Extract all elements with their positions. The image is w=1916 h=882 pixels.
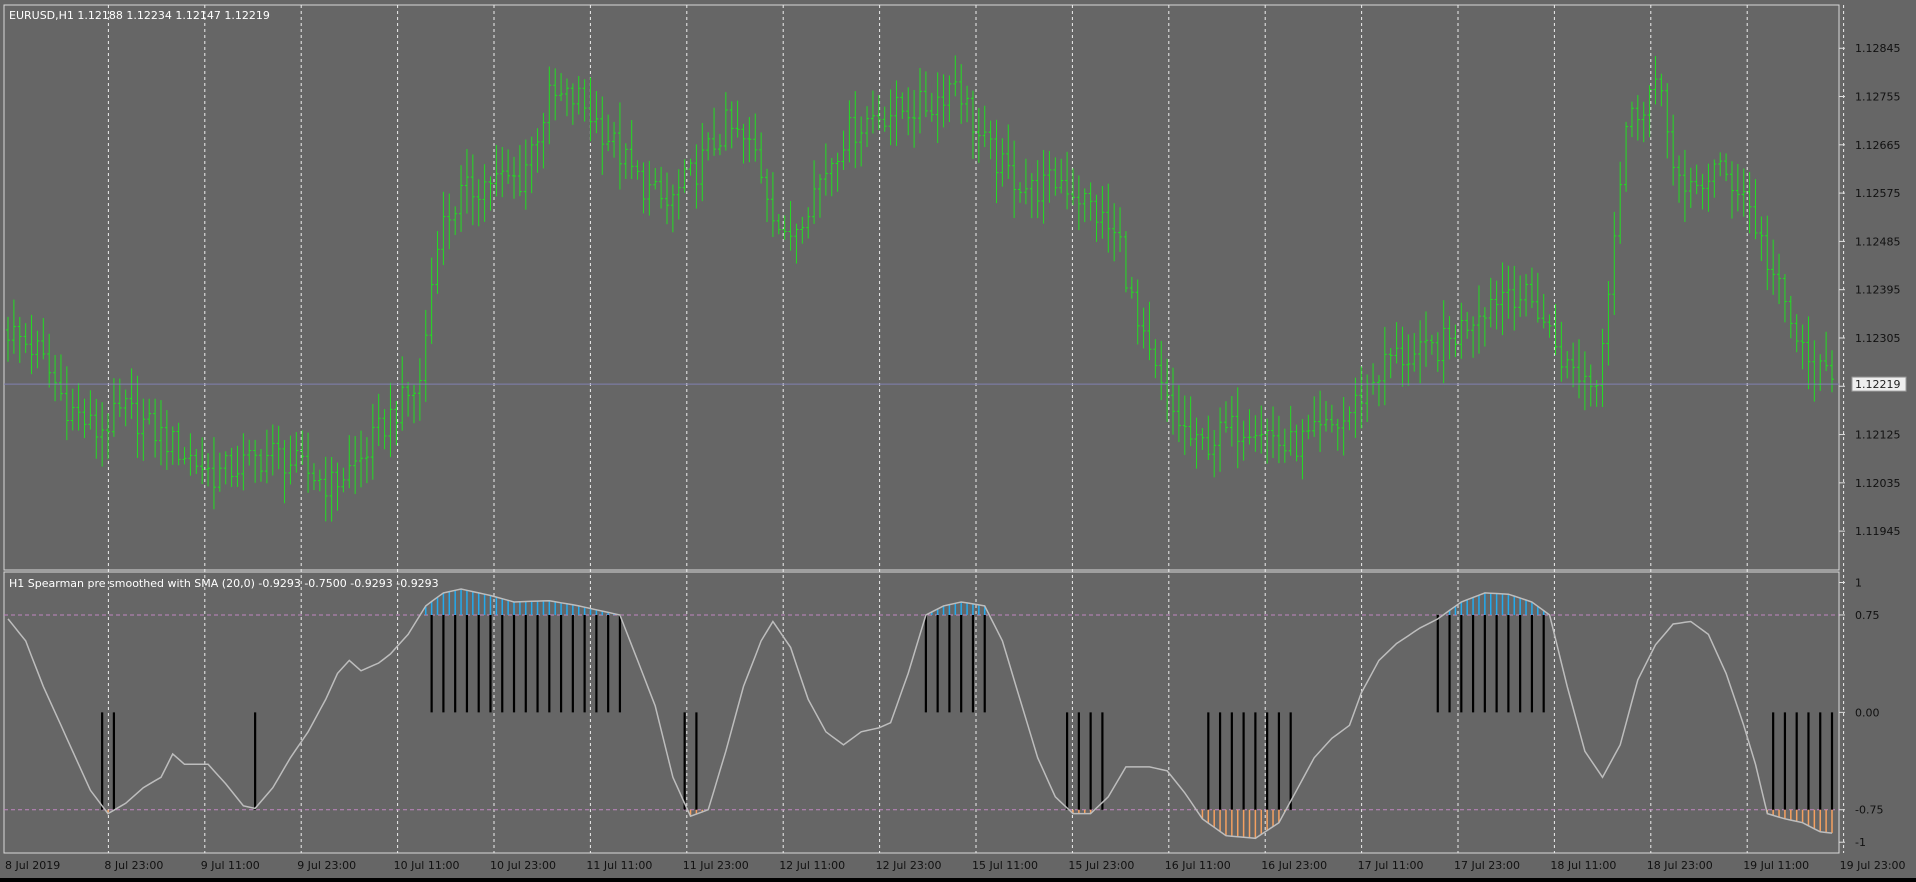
time-tick-label: 9 Jul 11:00 xyxy=(201,859,260,872)
time-tick-label: 10 Jul 23:00 xyxy=(490,859,556,872)
time-tick-label: 17 Jul 11:00 xyxy=(1358,859,1424,872)
time-tick-label: 15 Jul 11:00 xyxy=(972,859,1038,872)
time-tick-label: 11 Jul 11:00 xyxy=(586,859,652,872)
symbol-label: EURUSD,H1 1.12188 1.12234 1.12147 1.1221… xyxy=(9,9,270,22)
price-tick-label: 1.12485 xyxy=(1855,235,1901,248)
time-tick-label: 9 Jul 23:00 xyxy=(297,859,356,872)
price-tick-label: 1.12035 xyxy=(1855,477,1901,490)
time-tick-label: 11 Jul 23:00 xyxy=(683,859,749,872)
price-tick-label: 1.12845 xyxy=(1855,42,1901,55)
time-tick-label: 17 Jul 23:00 xyxy=(1454,859,1520,872)
spearman-line xyxy=(7,588,1833,840)
time-tick-label: 15 Jul 23:00 xyxy=(1068,859,1134,872)
time-axis: 8 Jul 2019 8 Jul 23:00 9 Jul 11:00 9 Jul 23… xyxy=(5,859,1906,872)
price-axis: 1.12845 1.12755 1.12665 1.12575 1.12485 1.123… xyxy=(1839,42,1901,538)
indicator-levels xyxy=(4,614,1839,811)
current-price-label: 1.12219 xyxy=(1855,378,1901,391)
time-tick-label: 19 Jul 11:00 xyxy=(1743,859,1809,872)
price-tick-label: 1.12755 xyxy=(1855,91,1901,104)
time-tick-label: 18 Jul 11:00 xyxy=(1550,859,1616,872)
indicator-tick-label: 1 xyxy=(1855,576,1862,589)
price-tick-label: 1.12575 xyxy=(1855,187,1901,200)
time-tick-label: 8 Jul 23:00 xyxy=(104,859,163,872)
indicator-tick-label: 0.75 xyxy=(1855,609,1880,622)
price-bars xyxy=(6,55,1834,522)
price-tick-label: 1.12305 xyxy=(1855,332,1901,345)
time-tick-label: 10 Jul 11:00 xyxy=(394,859,460,872)
indicator-tick-label: 0.00 xyxy=(1855,706,1880,719)
time-tick-label: 8 Jul 2019 xyxy=(5,859,60,872)
time-tick-label: 12 Jul 11:00 xyxy=(779,859,845,872)
time-tick-label: 18 Jul 23:00 xyxy=(1647,859,1713,872)
main-panel-frame xyxy=(3,4,1840,571)
time-tick-label: 16 Jul 23:00 xyxy=(1261,859,1327,872)
time-tick-label: 19 Jul 23:00 xyxy=(1840,859,1906,872)
price-tick-label: 1.11945 xyxy=(1855,525,1901,538)
price-tick-label: 1.12125 xyxy=(1855,429,1901,442)
time-tick-label: 12 Jul 23:00 xyxy=(876,859,942,872)
indicator-tick-label: -0.75 xyxy=(1855,804,1883,817)
histogram-bars xyxy=(101,614,1834,810)
indicator-label: H1 Spearman pre smoothed with SMA (20,0)… xyxy=(9,577,439,590)
current-price-tag: 1.12219 xyxy=(1851,376,1907,392)
price-tick-label: 1.12665 xyxy=(1855,139,1901,152)
time-tick-label: 16 Jul 11:00 xyxy=(1165,859,1231,872)
indicator-axis: 1 0.75 0.00 -0.75 -1 xyxy=(1839,576,1883,849)
indicator-tick-label: -1 xyxy=(1855,836,1866,849)
price-tick-label: 1.12395 xyxy=(1855,284,1901,297)
